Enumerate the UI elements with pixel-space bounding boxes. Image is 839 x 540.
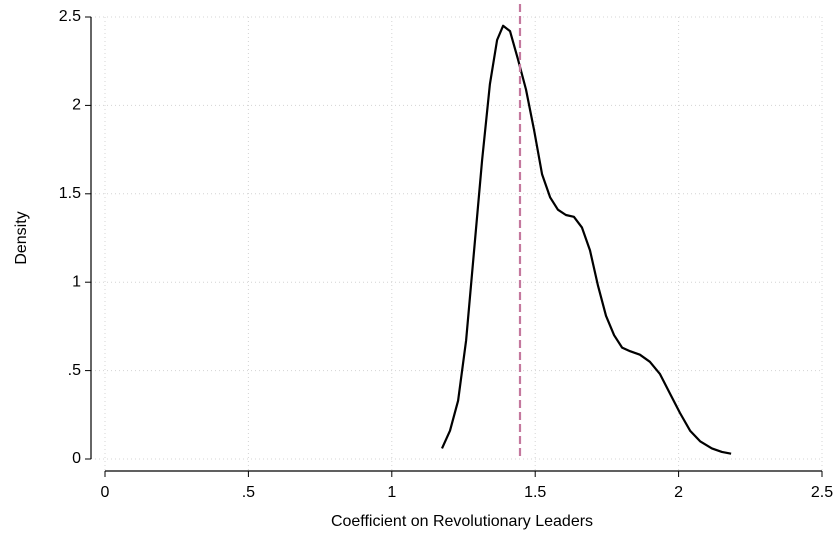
- y-tick-label: .5: [68, 362, 81, 379]
- x-tick-label: 0: [101, 484, 110, 501]
- x-tick-label: 1: [387, 484, 396, 501]
- x-tick-label: 2: [674, 484, 683, 501]
- y-tick-label: 1: [72, 273, 81, 290]
- x-tick-label: .5: [242, 484, 255, 501]
- y-axis-title: Density: [13, 211, 30, 264]
- x-tick-label: 1.5: [524, 484, 546, 501]
- y-tick-label: 2: [72, 97, 81, 114]
- y-tick-label: 2.5: [59, 8, 81, 25]
- y-tick-label: 1.5: [59, 185, 81, 202]
- x-tick-label: 2.5: [811, 484, 833, 501]
- density-line: [440, 24, 732, 455]
- y-tick-label: 0: [72, 450, 81, 467]
- x-axis-title: Coefficient on Revolutionary Leaders: [331, 513, 593, 530]
